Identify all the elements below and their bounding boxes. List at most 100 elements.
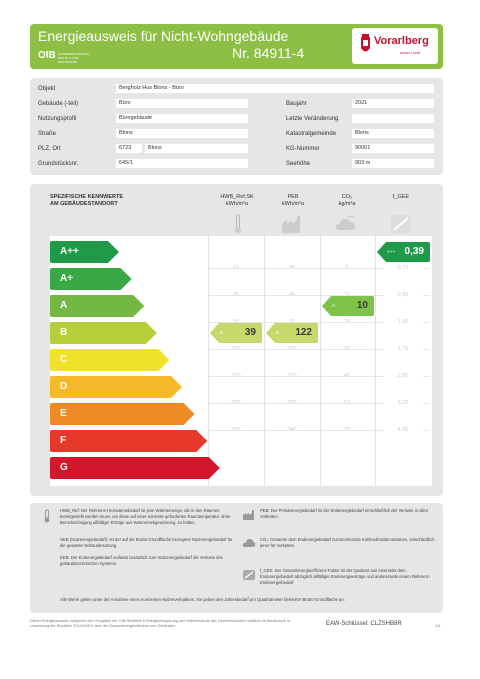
field-gebaeude: Büro (116, 99, 248, 108)
marker-class-letter: B (276, 330, 280, 335)
energy-class-arrow (50, 241, 119, 263)
oib-logo: OIB (38, 50, 56, 61)
thermometer-icon (235, 214, 241, 233)
column-head-peb: PEB kWh/m²a (268, 194, 318, 208)
fraction-icon (391, 215, 411, 233)
column-head-co2-unit: kg/m²a (338, 201, 356, 207)
energy-class-label: A (60, 300, 68, 311)
field-ort: Blons (145, 144, 248, 153)
footer-text: Dieser Energieausweis entspricht den Vor… (30, 619, 290, 628)
energy-class-aplusplus: A++ (50, 241, 119, 263)
energy-class-label: F (60, 435, 67, 446)
legend-hwb: HWB_Ref: Der Referenz-Heizwärmebedarf is… (60, 508, 231, 525)
energy-class-arrow (50, 295, 145, 317)
energy-class-arrow (50, 430, 208, 452)
field-nutzungsprofil: Bürogebäude (116, 114, 248, 123)
tick-label-fgee: 3,25 (383, 400, 423, 406)
crest-icon (361, 34, 370, 52)
field-plz: 6723 (116, 144, 142, 153)
energy-class-label: G (60, 462, 68, 473)
field-katastralgemeinde: Blons (352, 129, 434, 138)
field-baujahr: 2021 (352, 99, 434, 108)
legend-factory-icon (243, 510, 254, 520)
marker-hwb: B 39 (210, 323, 262, 343)
energy-class-e: E (50, 403, 195, 425)
marker-co2: A 10 (322, 296, 374, 316)
grid-line (264, 236, 265, 486)
tick-label-fgee: 2,50 (383, 373, 423, 379)
energy-class-g: G (50, 457, 220, 479)
energy-class-arrow (50, 322, 157, 344)
co2-cloud-icon (335, 215, 355, 230)
energy-class-c: C (50, 349, 170, 371)
legend-thermometer-icon (44, 509, 50, 523)
column-head-co2: CO₂ kg/m²a (322, 194, 372, 208)
column-head-peb-unit: kWh/m²a (282, 201, 304, 207)
legend-co2: CO₂: Gesamte dem Endenergiebedarf zuzure… (260, 537, 435, 548)
marker-arrow (377, 242, 430, 262)
header-banner: Energieausweis für Nicht-Wohngebäude Nr.… (30, 24, 443, 69)
legend-co2-icon (242, 539, 256, 547)
marker-peb: B 122 (266, 323, 318, 343)
energy-rating-panel: SPEZIFISCHE KENNWERTE AM GEBÄUDESTANDORT… (30, 184, 443, 496)
scale-gridline (208, 322, 430, 323)
marker-value: 122 (295, 327, 312, 338)
energy-class-label: E (60, 408, 67, 419)
scale-gridline (208, 376, 430, 377)
column-head-hwb-unit: kWh/m²a (226, 201, 248, 207)
energy-class-label: A++ (60, 246, 79, 257)
vorarlberg-logo-sub: unser Land (400, 50, 421, 55)
energy-class-arrow (50, 376, 182, 398)
column-head-fgee: f_GEE (376, 194, 426, 201)
energy-class-label: A+ (60, 273, 74, 284)
label-strasse: Straße (38, 131, 57, 137)
document-title: Energieausweis für Nicht-Wohngebäude (38, 28, 289, 44)
energy-class-arrow (50, 403, 195, 425)
tick-label-fgee: 4,00 (383, 427, 423, 433)
grid-line (375, 236, 376, 486)
tick-label-fgee: 1,75 (383, 346, 423, 352)
legend-panel: HWB_Ref: Der Referenz-Heizwärmebedarf is… (30, 503, 443, 613)
field-objekt: Bergholz Hus Blons - Büro (116, 84, 434, 93)
energy-class-f: F (50, 430, 208, 452)
energy-class-arrow (50, 457, 220, 479)
label-letzte-veraenderung: Letzte Veränderung (286, 116, 339, 122)
energy-class-label: D (60, 381, 68, 392)
tick-label-fgee: 0,85 (383, 292, 423, 298)
legend-peb: PEB: Der Primärenergiebedarf ist der End… (260, 508, 429, 519)
scale-gridline (208, 295, 430, 296)
column-head-hwb: HWB_Ref,SK kWh/m²a (212, 194, 262, 208)
energy-class-aplus: A+ (50, 268, 132, 290)
label-plz-ort: PLZ, Ort (38, 146, 61, 152)
legend-neb: NEB (Nutzenergiebedarf): Ist der auf die… (60, 537, 233, 548)
energy-class-arrow (50, 349, 170, 371)
field-letzte-veraenderung (352, 114, 434, 123)
marker-arrow (210, 323, 262, 343)
marker-class-letter: A (332, 303, 336, 308)
energy-class-arrow (50, 268, 132, 290)
marker-arrow (322, 296, 374, 316)
scale-gridline (208, 430, 430, 431)
field-grundstuecksnr: 645/1 (116, 159, 248, 168)
label-baujahr: Baujahr (286, 101, 307, 107)
field-kg-nummer: 90001 (352, 144, 434, 153)
certificate-number: Nr. 84911-4 (232, 45, 305, 61)
energy-heading: SPEZIFISCHE KENNWERTE AM GEBÄUDESTANDORT (50, 194, 123, 208)
field-seehoehe: 903 m (352, 159, 434, 168)
energy-class-d: D (50, 376, 182, 398)
legend-note: Alle Werte gelten unter der Annahme eine… (60, 597, 345, 602)
label-katastralgemeinde: Katastralgemeinde (286, 131, 337, 137)
factory-icon (282, 216, 300, 233)
column-head-co2-name: CO₂ (341, 194, 353, 200)
vorarlberg-logo: Vorarlberg unser Land (352, 28, 438, 64)
tick-label-fgee: 1,00 (383, 319, 423, 325)
energy-heading-line2: AM GEBÄUDESTANDORT (50, 201, 118, 207)
marker-class-letter: B (220, 330, 224, 335)
energy-class-b: B (50, 322, 157, 344)
grid-line (208, 236, 209, 486)
legend-fraction-icon (243, 570, 255, 580)
object-data-panel: Objekt Bergholz Hus Blons - Büro Gebäude… (30, 78, 443, 175)
label-grundstuecksnr: Grundstücksnr. (38, 161, 79, 167)
scale-gridline (208, 268, 430, 269)
